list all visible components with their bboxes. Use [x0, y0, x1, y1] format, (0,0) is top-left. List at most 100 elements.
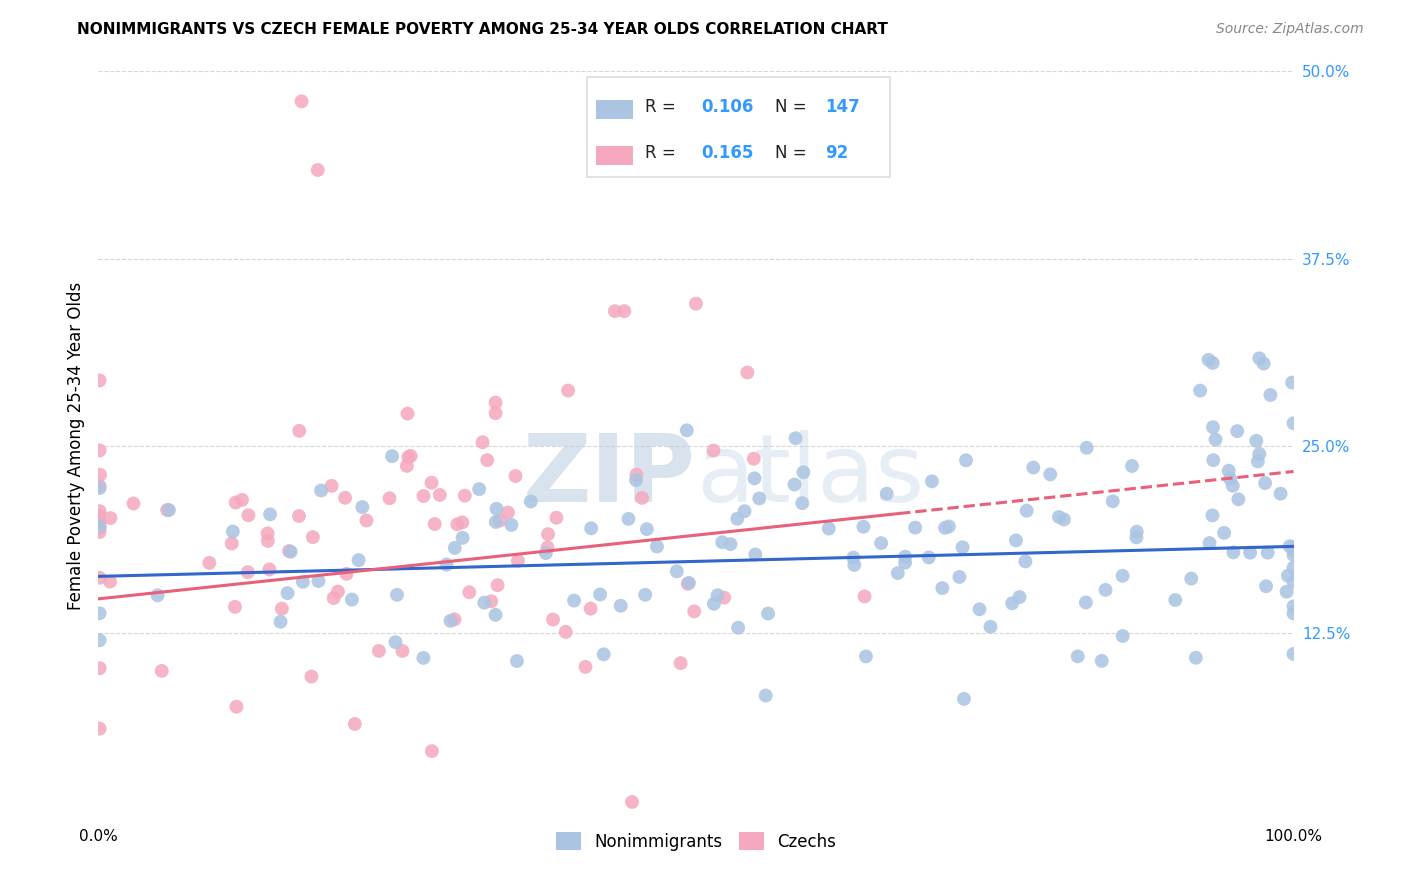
Point [98, 574, 121, 589]
Point [1101, 494, 1123, 508]
Point [744, 471, 766, 485]
Point [1126, 524, 1149, 539]
Point [1180, 572, 1202, 586]
Point [89, 515, 111, 529]
Point [1047, 510, 1070, 524]
Point [737, 366, 759, 380]
Point [887, 566, 910, 580]
Point [1213, 525, 1236, 540]
Text: 147: 147 [825, 97, 859, 116]
Point [333, 491, 356, 505]
Point [844, 558, 866, 572]
Text: N =: N = [775, 144, 813, 161]
Point [451, 531, 474, 545]
Point [1091, 654, 1114, 668]
Point [713, 591, 735, 605]
Point [1277, 568, 1299, 582]
Point [734, 504, 756, 518]
Point [385, 588, 408, 602]
Text: 92: 92 [825, 144, 848, 161]
Point [1074, 595, 1097, 609]
Point [451, 516, 474, 530]
Point [1218, 464, 1240, 478]
Point [302, 530, 325, 544]
Point [621, 795, 644, 809]
Point [477, 453, 499, 467]
Point [367, 644, 389, 658]
Point [742, 451, 765, 466]
Point [676, 576, 699, 591]
Point [225, 495, 247, 509]
Point [855, 649, 877, 664]
Point [685, 296, 707, 310]
Point [624, 473, 647, 487]
Point [89, 521, 111, 535]
Point [429, 488, 451, 502]
Point [1282, 543, 1305, 558]
Point [458, 585, 481, 599]
Point [89, 504, 111, 518]
Point [89, 524, 111, 539]
Point [1239, 546, 1261, 560]
Point [89, 374, 111, 388]
Point [748, 491, 770, 506]
Point [1125, 530, 1147, 544]
Point [1022, 460, 1045, 475]
Point [1201, 508, 1223, 523]
Point [221, 536, 243, 550]
Text: ZIP: ZIP [523, 430, 696, 522]
FancyBboxPatch shape [596, 100, 633, 119]
Point [100, 511, 122, 525]
Point [506, 554, 529, 568]
Point [256, 533, 278, 548]
Point [1076, 441, 1098, 455]
Text: R =: R = [645, 97, 682, 116]
Point [613, 304, 636, 318]
Point [921, 475, 943, 489]
Point [89, 661, 111, 675]
Point [792, 465, 814, 479]
Point [1094, 582, 1116, 597]
Point [1226, 424, 1249, 438]
Point [454, 489, 477, 503]
Point [520, 494, 543, 508]
Point [634, 588, 657, 602]
Point [309, 483, 332, 498]
Point [446, 517, 468, 532]
Point [1260, 388, 1282, 402]
Point [301, 670, 323, 684]
Point [384, 635, 406, 649]
Point [501, 517, 523, 532]
Text: 0.165: 0.165 [702, 144, 754, 161]
Point [536, 541, 558, 555]
Point [1205, 433, 1227, 447]
Point [675, 423, 697, 437]
Point [592, 648, 614, 662]
Point [231, 492, 253, 507]
Point [307, 163, 329, 178]
Point [817, 522, 839, 536]
Point [537, 527, 560, 541]
Point [278, 544, 301, 558]
Point [755, 689, 778, 703]
Point [1282, 647, 1305, 661]
Point [1254, 579, 1277, 593]
Point [725, 512, 748, 526]
Point [412, 651, 434, 665]
Point [343, 717, 366, 731]
Point [291, 574, 314, 589]
Point [918, 550, 941, 565]
Point [626, 467, 648, 482]
Point [534, 546, 557, 560]
Point [1202, 453, 1225, 467]
Point [1222, 545, 1244, 559]
Point [617, 512, 640, 526]
Point [378, 491, 401, 506]
Point [1198, 352, 1220, 367]
Point [423, 516, 446, 531]
Point [1246, 434, 1268, 448]
Point [484, 607, 506, 622]
Point [381, 449, 404, 463]
Point [948, 570, 970, 584]
Point [1121, 458, 1143, 473]
